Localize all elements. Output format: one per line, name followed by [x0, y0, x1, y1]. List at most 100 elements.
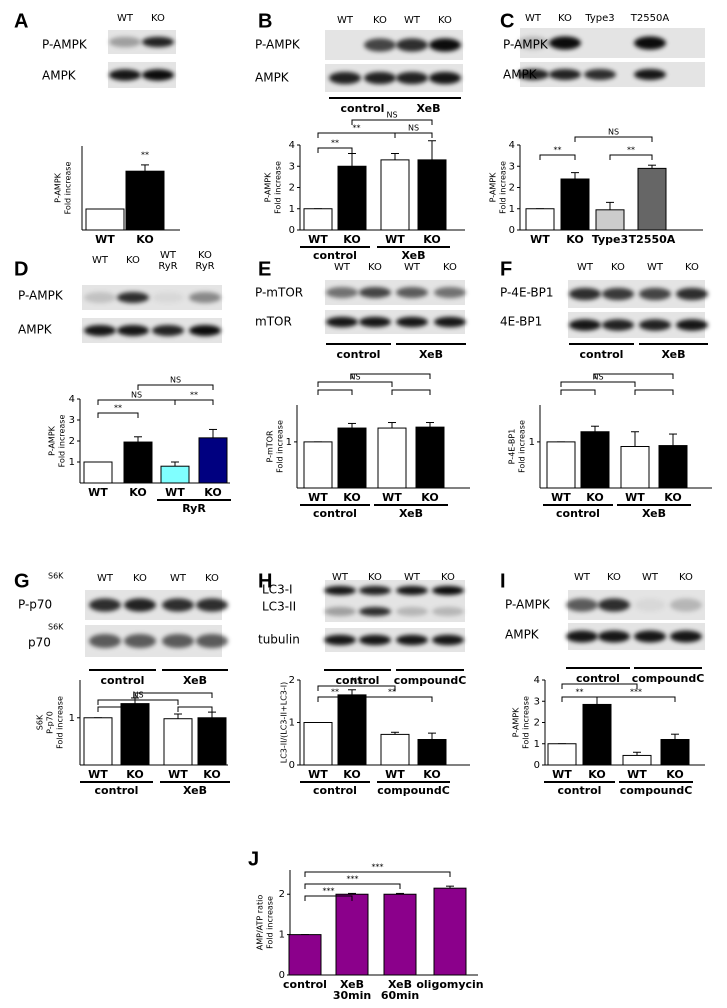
panel-letter: C: [500, 10, 514, 32]
y-tick-label: 2: [534, 718, 540, 729]
x-tick-label: KO: [664, 491, 681, 504]
y-axis-label: P-p70: [46, 711, 55, 734]
lane-label: WT: [574, 572, 591, 583]
blot-row-label: P-AMPK: [505, 598, 551, 612]
significance-bracket: [304, 883, 401, 889]
y-axis-label: P-mTOR: [266, 430, 275, 463]
panel-letter: I: [500, 570, 506, 592]
blot-band: [84, 292, 116, 303]
blot-band: [189, 292, 221, 303]
blot-row-label: P-AMPK: [18, 289, 64, 303]
panel-letter: A: [14, 10, 28, 32]
lane-label: WT: [404, 15, 421, 26]
blot-band: [89, 598, 121, 612]
blot-row-label: AMPK: [18, 323, 53, 337]
lane-label: KO: [438, 15, 452, 26]
x-tick-label: WT: [530, 233, 550, 246]
blot-row-label: S6K: [48, 572, 64, 581]
y-axis-label: Fold increase: [499, 161, 508, 214]
bar: [380, 733, 410, 766]
significance-label: NS: [131, 391, 142, 400]
significance-label: **: [554, 146, 562, 155]
bar: [377, 427, 407, 489]
blot-band: [324, 634, 356, 646]
blot-band: [634, 69, 666, 80]
x-tick-label: XeB: [388, 978, 412, 991]
blot-row-label: AMPK: [255, 71, 290, 85]
x-tick-label: WT: [382, 491, 402, 504]
blot-band: [569, 287, 601, 301]
comparison-bracket: [560, 389, 596, 395]
x-tick-label: WT: [385, 768, 405, 781]
x-tick-label: KO: [423, 768, 440, 781]
y-tick-label: 3: [289, 161, 295, 172]
blot-band: [359, 634, 391, 646]
significance-bracket: [97, 699, 179, 705]
blot-row-label: LC3-II: [262, 600, 296, 614]
lane-label: WT: [642, 572, 659, 583]
significance-bracket: [394, 132, 433, 138]
x-tick-label: KO: [136, 233, 153, 246]
y-axis-label: P-AMPK: [512, 707, 521, 738]
lane-label: KO: [151, 13, 165, 24]
significance-bracket: [574, 136, 653, 142]
y-tick-label: 0: [534, 760, 540, 771]
lane-label: KO: [133, 573, 147, 584]
blot-band: [196, 598, 228, 612]
bar: [83, 461, 113, 484]
group-label: control: [313, 784, 357, 797]
significance-label: NS: [408, 124, 419, 133]
significance-label: ***: [630, 688, 642, 697]
comparison-bracket: [634, 389, 674, 395]
blot-band: [359, 287, 391, 298]
comparison-bracket: [134, 692, 213, 698]
blot-band: [109, 69, 141, 81]
blot-band: [396, 287, 428, 298]
significance-bracket: [317, 381, 393, 387]
x-tick-label: KO: [588, 768, 605, 781]
x-tick-label: WT: [168, 768, 188, 781]
bar: [335, 893, 369, 976]
bar: [125, 170, 165, 231]
bar: [622, 754, 652, 766]
bar: [546, 441, 576, 489]
blot-band: [364, 38, 396, 52]
x-tick-label: KO: [203, 768, 220, 781]
blot-row-label: P-AMPK: [255, 38, 301, 52]
blot-band: [517, 36, 549, 50]
bar: [337, 427, 367, 489]
blot-band: [326, 287, 358, 298]
bar: [433, 887, 467, 976]
y-axis-label: AMP/ATP ratio: [256, 895, 265, 951]
significance-label: **: [141, 151, 149, 160]
y-axis-label: LC3-II/(LC3-II+LC3-I): [280, 682, 289, 764]
blot-group-label: XeB: [419, 348, 443, 361]
bar: [85, 208, 125, 231]
y-tick-label: 1: [509, 204, 515, 215]
significance-label: **: [576, 688, 584, 697]
y-tick-label: 4: [289, 140, 295, 151]
x-tick-label: KO: [566, 233, 583, 246]
x-tick-label: KO: [666, 768, 683, 781]
bar: [197, 717, 227, 766]
blot-row-label: AMPK: [503, 68, 538, 82]
group-label: control: [556, 507, 600, 520]
blot-band: [359, 316, 391, 328]
panel-letter: D: [14, 258, 28, 280]
x-tick-label: WT: [552, 768, 572, 781]
blot-band: [162, 633, 194, 649]
blot-band: [634, 36, 666, 50]
group-label: control: [313, 507, 357, 520]
significance-bracket: [304, 895, 353, 901]
blot-band: [598, 630, 630, 643]
y-axis-label: P-AMPK: [489, 172, 498, 203]
comparison-bracket: [97, 706, 136, 712]
y-tick-label: 1: [534, 739, 540, 750]
bar: [288, 934, 322, 976]
group-label: XeB: [642, 507, 666, 520]
significance-label: **: [331, 688, 339, 697]
y-axis-label: S6K: [36, 714, 45, 730]
lane-label: KO: [558, 13, 572, 24]
bar: [123, 441, 153, 484]
significance-label: NS: [386, 111, 397, 120]
